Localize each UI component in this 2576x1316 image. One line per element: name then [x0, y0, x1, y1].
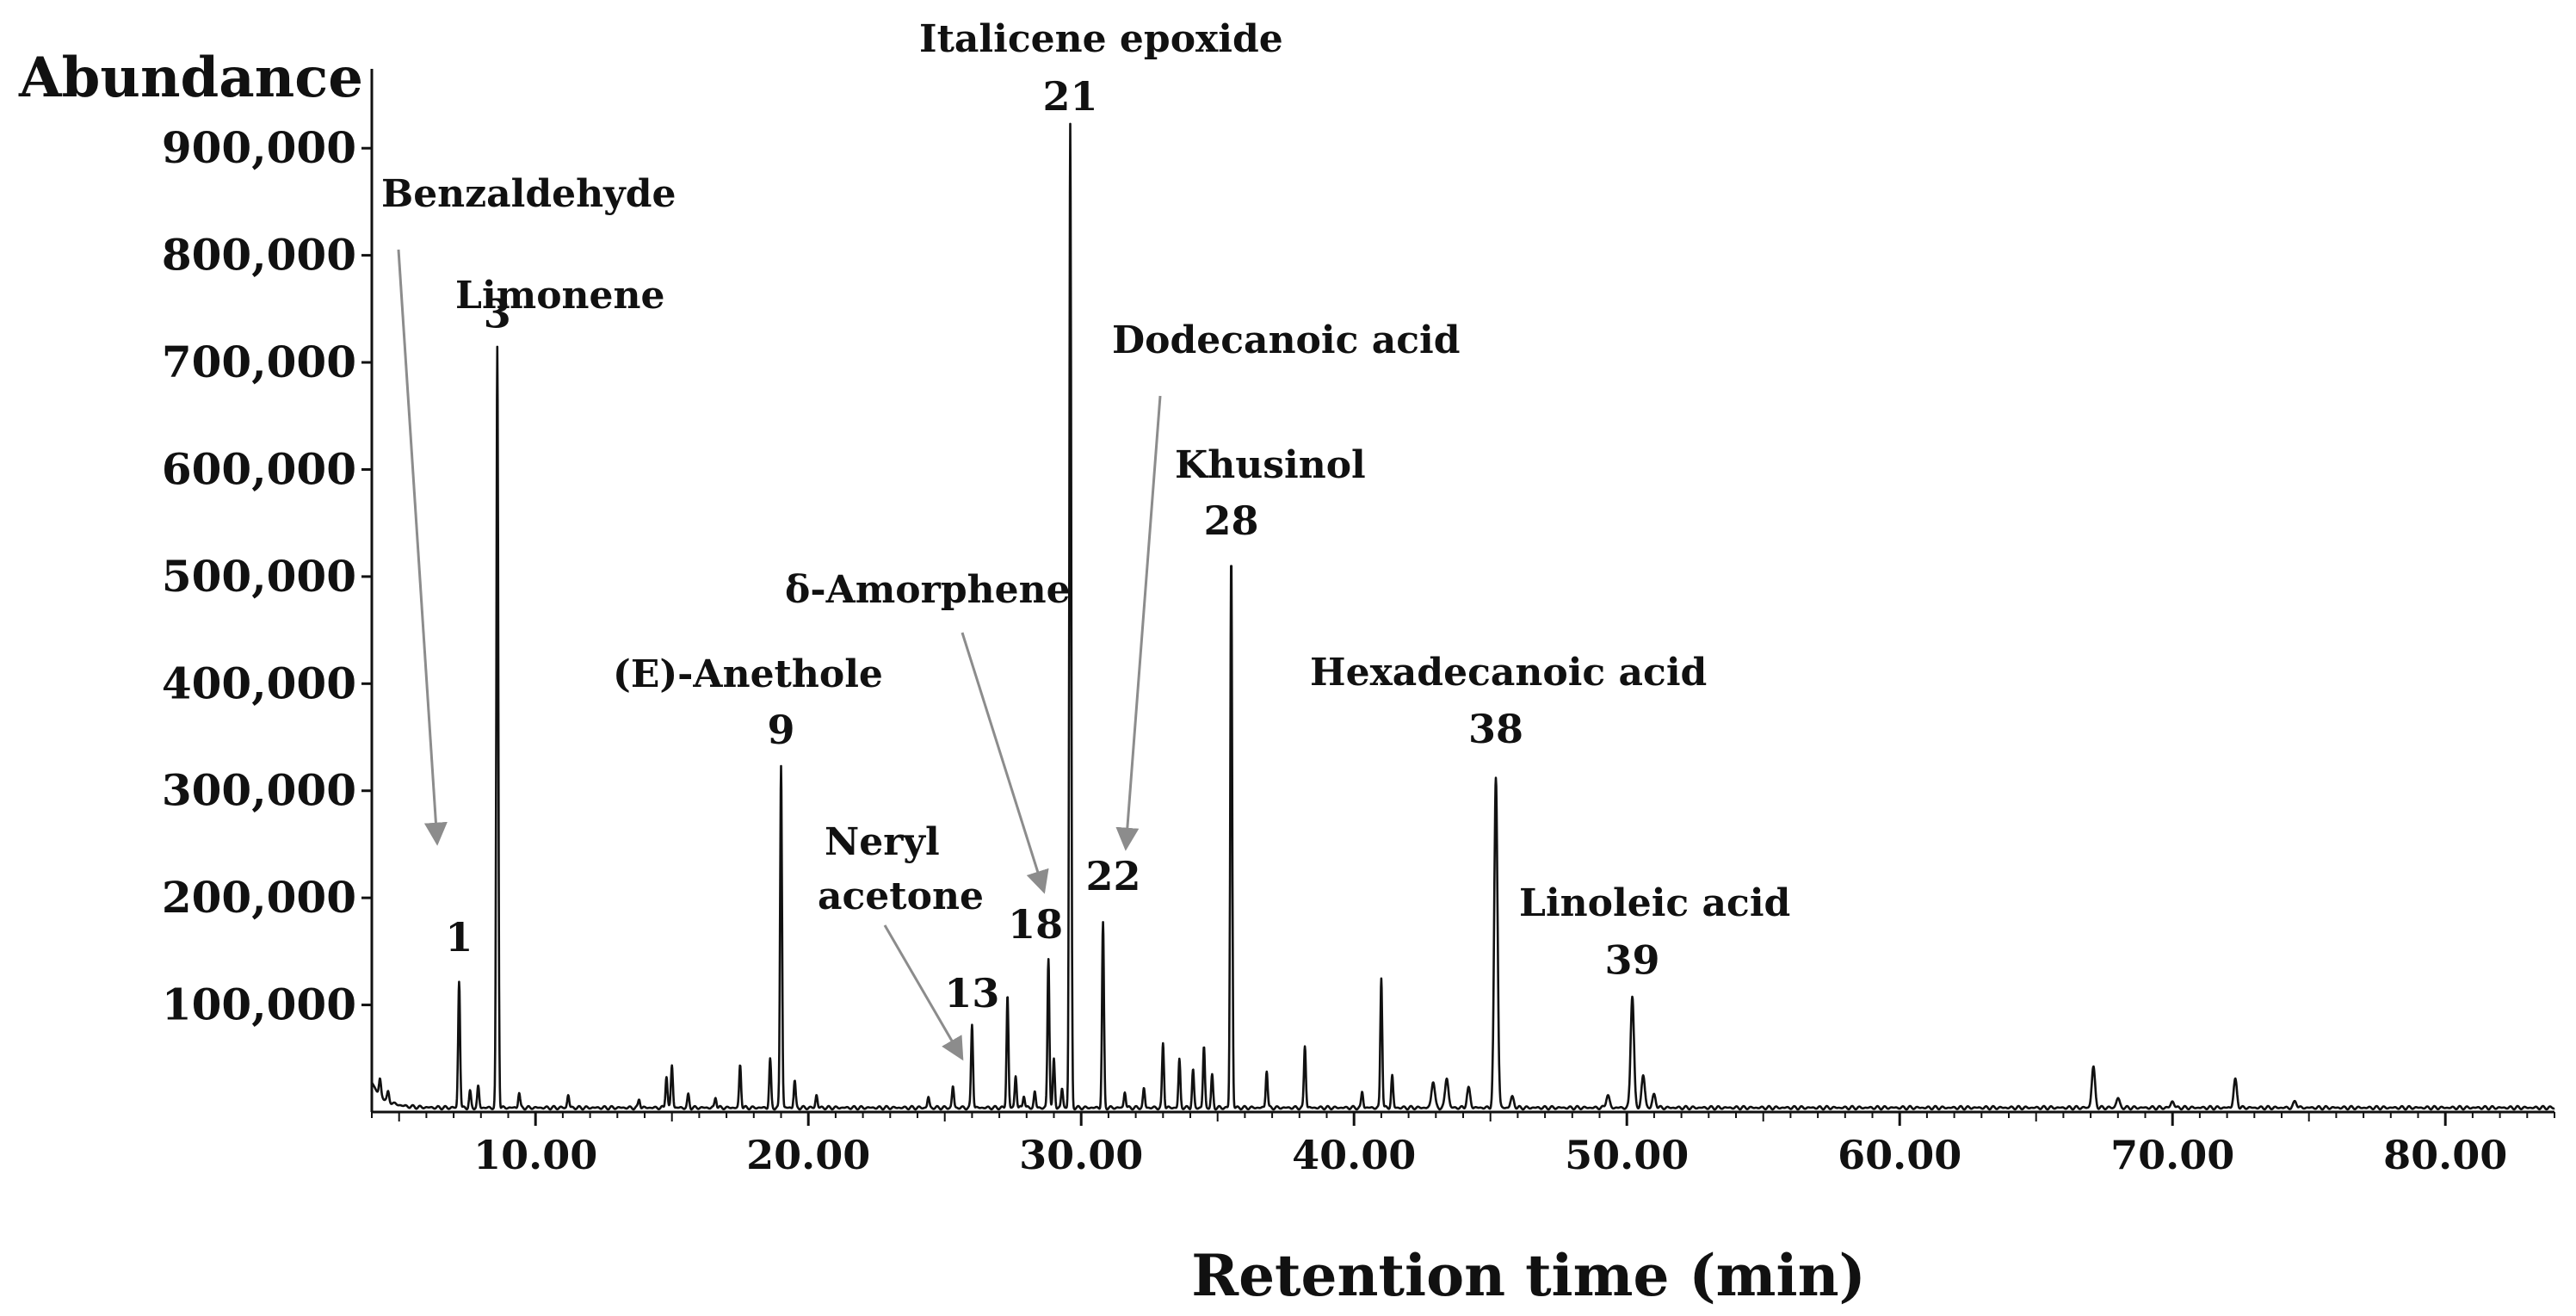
chromatogram-trace: [370, 122, 2555, 1111]
y-tick-label: 900,000: [162, 122, 356, 173]
annotation-acetone: acetone: [818, 874, 984, 918]
peak-label: 28: [1204, 497, 1259, 544]
peak-label: 9: [767, 707, 794, 753]
annotation-limonene: Limonene: [455, 274, 665, 318]
x-tick-label: 60.00: [1838, 1132, 1961, 1178]
annotation-anethole: (E)-Anethole: [613, 652, 883, 696]
peak-label: 13: [944, 970, 999, 1016]
x-tick-label: 70.00: [2110, 1132, 2234, 1178]
annotation-hexadecanoic-acid: Hexadecanoic acid: [1310, 651, 1707, 695]
peak-label: 18: [1008, 901, 1063, 948]
annotation-linoleic-acid: Linoleic acid: [1519, 881, 1790, 925]
x-axis-ticks: 10.00 20.00 30.00 40.00 50.00 60.00 70.00 80.00: [371, 1112, 2555, 1178]
annotation-dodecanoic-acid: Dodecanoic acid: [1112, 318, 1461, 362]
x-tick-label: 30.00: [1019, 1132, 1143, 1178]
annotation-neryl: Neryl: [825, 820, 940, 864]
arrow-amorphene: [961, 632, 1049, 894]
x-tick-label: 80.00: [2383, 1132, 2507, 1178]
arrow-benzaldehyde: [397, 249, 448, 846]
peak-label: 1: [445, 914, 473, 961]
annotation-italicene-epoxide: Italicene epoxide: [919, 17, 1283, 61]
x-tick-label: 10.00: [473, 1132, 597, 1178]
y-tick-label: 300,000: [162, 765, 356, 816]
peak-label: 22: [1086, 853, 1141, 899]
annotation-benzaldehyde: Benzaldehyde: [381, 172, 676, 216]
peak-label: 38: [1468, 706, 1523, 752]
y-axis-ticks: 100,000 200,000 300,000 400,000 500,000 600,0…: [162, 122, 372, 1030]
arrow-neryl-acetone: [883, 924, 964, 1061]
x-tick-label: 40.00: [1292, 1132, 1416, 1178]
annotation-khusinol: Khusinol: [1175, 443, 1366, 487]
y-tick-label: 600,000: [162, 443, 356, 494]
peak-label: 3: [484, 291, 511, 337]
y-tick-label: 400,000: [162, 658, 356, 708]
peak-label: 39: [1605, 936, 1660, 983]
x-tick-label: 50.00: [1565, 1132, 1689, 1178]
annotation-amorphene: δ-Amorphene: [785, 568, 1071, 612]
y-tick-label: 800,000: [162, 230, 356, 281]
arrow-dodecanoic-acid: [1115, 395, 1162, 851]
y-tick-label: 200,000: [162, 872, 356, 923]
x-axis-title: Retention time (min): [1191, 1242, 1866, 1309]
x-tick-label: 20.00: [746, 1132, 870, 1178]
y-axis-title: Abundance: [18, 46, 363, 110]
y-tick-label: 100,000: [162, 979, 356, 1030]
peak-label: 21: [1043, 73, 1098, 120]
y-tick-label: 700,000: [162, 337, 356, 387]
y-tick-label: 500,000: [162, 551, 356, 602]
